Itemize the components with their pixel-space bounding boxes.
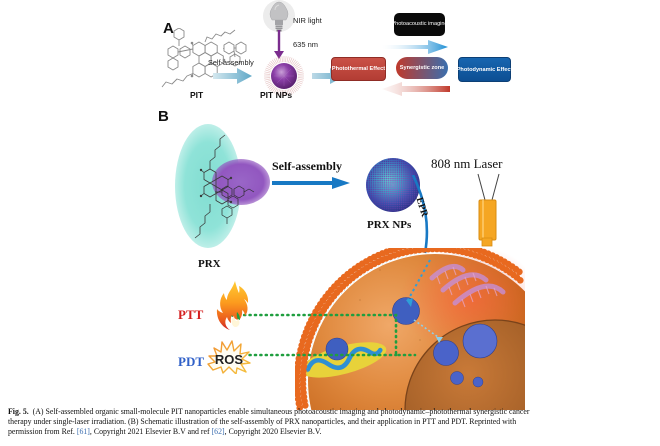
svg-text:ROS: ROS	[215, 352, 244, 367]
